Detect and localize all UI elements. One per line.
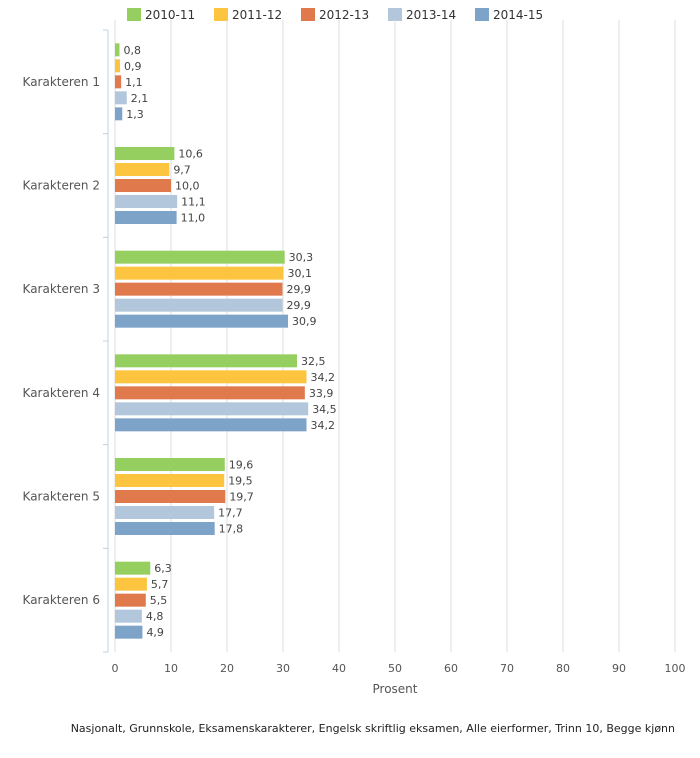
data-label: 1,3 xyxy=(126,108,144,121)
data-label: 19,5 xyxy=(228,475,253,488)
data-label: 11,0 xyxy=(181,212,206,225)
x-tick-label: 90 xyxy=(612,662,626,675)
category-label: Karakteren 2 xyxy=(23,179,100,193)
gridlines xyxy=(115,20,675,652)
data-label: 30,3 xyxy=(289,251,314,264)
category-label: Karakteren 3 xyxy=(23,282,100,296)
bar xyxy=(115,163,169,176)
grouped-bar-chart: 2010-11 2011-12 2012-13 2013-14 2014-15 0,80… xyxy=(0,0,700,758)
bar xyxy=(115,626,142,639)
x-axis-title: Prosent xyxy=(373,682,418,696)
data-label: 0,9 xyxy=(124,60,142,73)
bar xyxy=(115,418,307,431)
data-label: 34,2 xyxy=(311,371,336,384)
legend: 2010-11 2011-12 2012-13 2013-14 2014-15 xyxy=(127,8,543,22)
bar xyxy=(115,195,177,208)
bar xyxy=(115,107,122,120)
x-tick-label: 40 xyxy=(332,662,346,675)
bar xyxy=(115,43,119,56)
bar xyxy=(115,506,214,519)
data-label: 0,8 xyxy=(123,44,141,57)
bar xyxy=(115,386,305,399)
bar xyxy=(115,267,284,280)
data-label: 5,7 xyxy=(151,578,169,591)
legend-label: 2014-15 xyxy=(493,8,543,22)
bars: 0,8 0,9 1,1 2,1 1,3 10,6 9,7 10,0 11,1 11,0 30,3 30… xyxy=(115,43,337,639)
legend-swatch xyxy=(301,8,315,21)
bar xyxy=(115,562,150,575)
legend-label: 2010-11 xyxy=(145,8,195,22)
data-label: 34,2 xyxy=(311,419,336,432)
legend-swatch xyxy=(475,8,489,21)
data-label: 30,1 xyxy=(288,267,313,280)
data-label: 9,7 xyxy=(173,164,191,177)
x-tick-label: 30 xyxy=(276,662,290,675)
bar xyxy=(115,610,142,623)
bar xyxy=(115,474,224,487)
legend-swatch xyxy=(388,8,402,21)
data-label: 29,9 xyxy=(286,283,311,296)
x-tick-label: 0 xyxy=(112,662,119,675)
data-label: 19,6 xyxy=(229,459,254,472)
category-label: Karakteren 6 xyxy=(23,593,100,607)
x-tick-label: 20 xyxy=(220,662,234,675)
chart-footnote: Nasjonalt, Grunnskole, Eksamenskaraktere… xyxy=(71,722,675,735)
bar xyxy=(115,490,225,503)
legend-swatch xyxy=(214,8,228,21)
data-label: 17,8 xyxy=(219,523,244,536)
data-label: 4,8 xyxy=(146,610,164,623)
x-tick-label: 60 xyxy=(444,662,458,675)
bar xyxy=(115,75,121,88)
bar xyxy=(115,594,146,607)
data-label: 10,0 xyxy=(175,180,200,193)
x-tick-label: 70 xyxy=(500,662,514,675)
bar xyxy=(115,315,288,328)
data-label: 19,7 xyxy=(229,491,254,504)
legend-swatch xyxy=(127,8,141,21)
data-label: 1,1 xyxy=(125,76,143,89)
bar xyxy=(115,370,307,383)
bar xyxy=(115,251,285,264)
data-label: 5,5 xyxy=(150,594,168,607)
data-label: 34,5 xyxy=(312,403,337,416)
bar xyxy=(115,402,308,415)
data-label: 29,9 xyxy=(286,299,311,312)
bar xyxy=(115,147,174,160)
bar xyxy=(115,283,282,296)
data-label: 17,7 xyxy=(218,507,243,520)
bar xyxy=(115,179,171,192)
data-label: 10,6 xyxy=(178,148,203,161)
x-tick-label: 50 xyxy=(388,662,402,675)
data-label: 11,1 xyxy=(181,196,206,209)
bar xyxy=(115,578,147,591)
category-label: Karakteren 5 xyxy=(23,490,100,504)
x-tick-label: 100 xyxy=(665,662,686,675)
bar xyxy=(115,59,120,72)
x-tick-label: 10 xyxy=(164,662,178,675)
data-label: 4,9 xyxy=(146,626,164,639)
data-label: 6,3 xyxy=(154,562,172,575)
category-label: Karakteren 1 xyxy=(23,75,100,89)
legend-label: 2012-13 xyxy=(319,8,369,22)
legend-label: 2011-12 xyxy=(232,8,282,22)
data-label: 32,5 xyxy=(301,355,326,368)
data-label: 30,9 xyxy=(292,315,317,328)
bar xyxy=(115,211,177,224)
legend-label: 2013-14 xyxy=(406,8,456,22)
x-tick-label: 80 xyxy=(556,662,570,675)
bar xyxy=(115,522,215,535)
bar xyxy=(115,354,297,367)
data-label: 33,9 xyxy=(309,387,334,400)
category-label: Karakteren 4 xyxy=(23,386,100,400)
data-label: 2,1 xyxy=(131,92,149,105)
bar xyxy=(115,299,282,312)
bar xyxy=(115,91,127,104)
bar xyxy=(115,458,225,471)
